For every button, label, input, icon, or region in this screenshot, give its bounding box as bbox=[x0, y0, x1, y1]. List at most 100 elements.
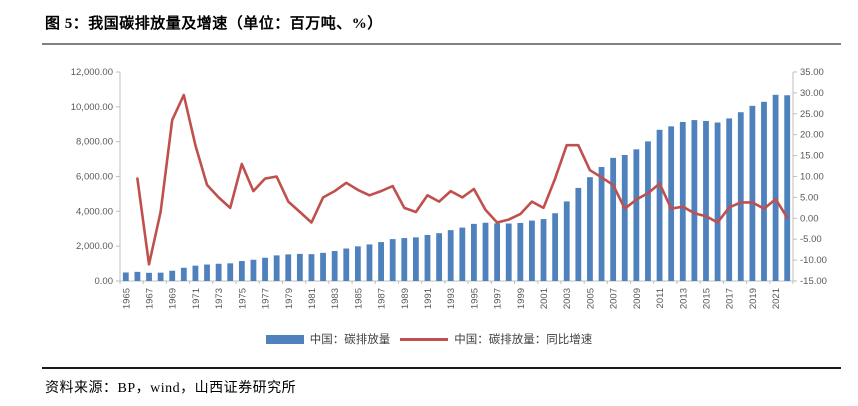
x-tick-label: 2011 bbox=[655, 288, 666, 308]
emissions-bar bbox=[447, 230, 454, 281]
x-tick-label: 1989 bbox=[400, 288, 411, 309]
x-tick-label: 1977 bbox=[261, 288, 272, 309]
x-tick-label: 1971 bbox=[191, 288, 202, 309]
y-right-tick-label: 20.00 bbox=[800, 130, 824, 141]
combo-chart: 0.00 2,000.00 4,000.00 6,000.00 8,000.00 10,0… bbox=[71, 67, 827, 309]
x-tick-label: 2005 bbox=[585, 288, 596, 309]
x-tick-label: 2009 bbox=[632, 288, 643, 309]
x-tick-label: 2001 bbox=[539, 288, 550, 309]
y-right-tick-label: 25.00 bbox=[800, 109, 824, 120]
emissions-bar bbox=[668, 126, 675, 281]
emissions-bar bbox=[366, 244, 373, 281]
emissions-bar bbox=[633, 149, 640, 281]
y-right-tick-label: 5.00 bbox=[800, 192, 819, 203]
x-tick-label: 2003 bbox=[562, 288, 573, 309]
y-left-tick-label: 6,000.00 bbox=[76, 172, 113, 183]
emissions-bar bbox=[656, 129, 663, 281]
emissions-bar bbox=[412, 237, 419, 281]
emissions-bar bbox=[134, 271, 141, 281]
emissions-bar bbox=[146, 272, 152, 281]
x-tick-label: 1991 bbox=[423, 288, 434, 309]
emissions-bar bbox=[726, 118, 733, 282]
x-tick-label: 1967 bbox=[145, 288, 156, 309]
emissions-bar bbox=[296, 253, 303, 281]
emissions-bar bbox=[320, 252, 326, 281]
emissions-bar bbox=[645, 141, 651, 281]
figure-title: 图 5：我国碳排放量及增速（单位：百万吨、%） bbox=[45, 16, 383, 32]
y-left-tick-label: 8,000.00 bbox=[76, 137, 113, 148]
x-tick-label: 2015 bbox=[701, 288, 712, 309]
emissions-bar bbox=[482, 222, 489, 281]
x-tick-label: 1999 bbox=[516, 288, 527, 309]
emissions-bar bbox=[192, 265, 199, 281]
y-right-tick-label: -10.00 bbox=[800, 255, 827, 266]
x-tick-label: 1983 bbox=[330, 288, 341, 309]
y-right-tick-label: -15.00 bbox=[800, 276, 827, 287]
emissions-bar bbox=[679, 121, 686, 281]
emissions-bar bbox=[343, 248, 350, 281]
emissions-bar bbox=[331, 251, 338, 281]
y-left-tick-label: 10,000.00 bbox=[71, 102, 113, 113]
growth-line bbox=[136, 93, 789, 266]
emissions-bar bbox=[703, 120, 709, 282]
x-tick-label: 1987 bbox=[377, 288, 388, 309]
emissions-bar bbox=[714, 122, 721, 281]
x-tick-label: 2017 bbox=[725, 288, 736, 309]
legend-item-emissions: 中国：碳排放量 bbox=[265, 331, 391, 347]
x-tick-label: 2021 bbox=[771, 288, 782, 309]
legend-bar-swatch bbox=[265, 334, 304, 344]
emissions-bar bbox=[587, 177, 593, 281]
emissions-bar bbox=[494, 223, 501, 281]
x-tick-label: 1973 bbox=[214, 288, 225, 309]
emissions-bar bbox=[215, 263, 222, 281]
legend-line-swatch bbox=[400, 337, 449, 341]
x-tick-label: 1997 bbox=[493, 288, 504, 309]
emissions-bar bbox=[737, 112, 744, 281]
y-left-tick-label: 12,000.00 bbox=[71, 67, 113, 78]
emissions-bar bbox=[227, 263, 234, 281]
figure-source: 资料来源：BP，wind，山西证券研究所 bbox=[45, 381, 297, 396]
y-right-tick-label: 10.00 bbox=[800, 172, 824, 183]
emissions-bar bbox=[204, 264, 210, 281]
chart-area: 0.00 2,000.00 4,000.00 6,000.00 8,000.00 10,0… bbox=[0, 46, 858, 330]
legend-bar-label: 中国：碳排放量 bbox=[309, 334, 391, 346]
y-right-tick-label: 15.00 bbox=[800, 151, 824, 162]
emissions-bar bbox=[749, 105, 756, 281]
footer-divider bbox=[42, 367, 841, 369]
y-left-tick-label: 0.00 bbox=[95, 276, 114, 287]
emissions-bar bbox=[401, 238, 408, 281]
emissions-bar bbox=[529, 220, 535, 281]
x-tick-label: 1981 bbox=[307, 288, 318, 309]
emissions-bar bbox=[610, 157, 617, 281]
x-tick-label: 2007 bbox=[609, 288, 620, 309]
x-tick-label: 2019 bbox=[748, 288, 759, 309]
emissions-bar bbox=[621, 154, 628, 281]
y-right-tick-label: 35.00 bbox=[800, 67, 824, 78]
emissions-bar bbox=[262, 257, 268, 281]
emissions-bar bbox=[563, 201, 570, 281]
x-tick-label: 1985 bbox=[353, 288, 364, 309]
emissions-bar bbox=[598, 167, 605, 281]
emissions-bar bbox=[250, 259, 257, 281]
emissions-bar bbox=[436, 233, 442, 281]
emissions-bar bbox=[389, 239, 396, 281]
emissions-bar bbox=[784, 95, 791, 281]
emissions-bar bbox=[459, 227, 466, 281]
y-right-tick-label: 0.00 bbox=[800, 213, 819, 224]
emissions-bar bbox=[273, 255, 280, 281]
emissions-bar bbox=[471, 223, 477, 281]
x-tick-label: 1975 bbox=[237, 288, 248, 309]
x-tick-label: 1993 bbox=[446, 288, 457, 309]
y-left-tick-label: 4,000.00 bbox=[76, 206, 113, 217]
chart-legend: 中国：碳排放量 中国：碳排放量：同比增速 bbox=[0, 331, 858, 347]
emissions-bar bbox=[238, 261, 245, 281]
emissions-bar bbox=[517, 222, 524, 281]
emissions-bar bbox=[378, 242, 384, 281]
legend-line-label: 中国：碳排放量：同比增速 bbox=[454, 334, 593, 346]
x-tick-label: 1979 bbox=[284, 288, 295, 309]
emissions-bar bbox=[575, 187, 582, 281]
emissions-bar bbox=[122, 272, 129, 281]
x-tick-label: 1995 bbox=[469, 288, 480, 309]
emissions-bar bbox=[505, 223, 512, 281]
